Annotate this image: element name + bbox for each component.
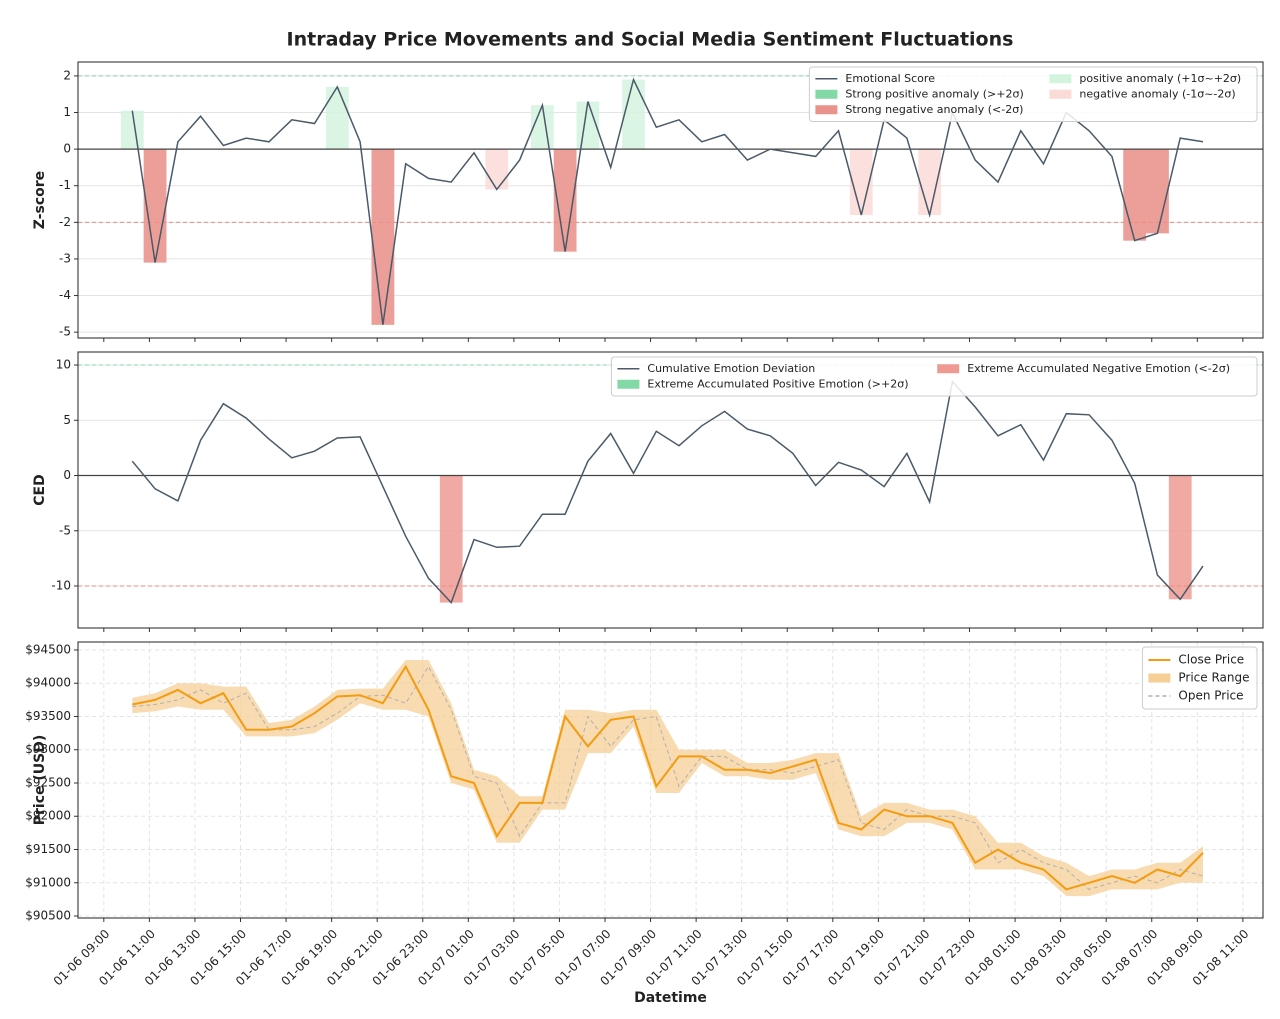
y-tick-label: $93500 (25, 709, 71, 723)
legend-box (610, 356, 1258, 397)
y-tick-label: 0 (63, 468, 71, 482)
legend-label: Cumulative Emotion Deviation (647, 362, 815, 375)
x-axis-label: Datetime (634, 990, 707, 1006)
legend-label: Close Price (1178, 653, 1244, 667)
close-line (132, 664, 1204, 891)
y-tick-label: 1 (63, 105, 71, 119)
legend-swatch (1148, 673, 1171, 683)
legend-label: Emotional Score (845, 72, 935, 85)
y-tick-label: -4 (59, 288, 71, 302)
line (131, 379, 1204, 605)
y-tick-label: -2 (59, 215, 71, 229)
open-line (132, 665, 1204, 890)
legend-label: Extreme Accumulated Positive Emotion (>+… (647, 377, 908, 390)
anomaly-fill (1123, 149, 1147, 241)
y-tick-label: -5 (59, 325, 71, 339)
anomaly-fill (1146, 149, 1169, 234)
y-axis-label: Z-score (32, 171, 48, 229)
legend-swatch (815, 105, 838, 115)
anomaly-fill (371, 149, 395, 325)
anomaly-fill (918, 149, 942, 216)
legend-box (808, 66, 1258, 122)
plot-frame (77, 641, 1264, 919)
y-tick-label: $94000 (25, 676, 71, 690)
anomaly-fill (485, 149, 509, 190)
legend-label: Price Range (1178, 671, 1249, 685)
y-tick-label: $90500 (25, 909, 71, 923)
y-tick-label: $92500 (25, 775, 71, 789)
anomaly-fill (553, 149, 577, 252)
plot-frame (77, 61, 1264, 339)
legend-label: Open Price (1178, 689, 1243, 703)
y-tick-label: $93000 (25, 742, 71, 756)
y-tick-label: -3 (59, 251, 71, 265)
chart-title: Intraday Price Movements and Social Medi… (287, 29, 1014, 51)
legend-label: negative anomaly (-1σ~-2σ) (1079, 87, 1235, 100)
legend-label: Strong positive anomaly (>+2σ) (845, 87, 1023, 100)
anomaly-fill (530, 105, 554, 150)
y-tick-label: -1 (59, 178, 71, 192)
anomaly-fill (849, 149, 873, 216)
line (131, 77, 1204, 325)
legend-swatch (1049, 74, 1072, 84)
y-tick-label: -5 (59, 523, 71, 537)
y-axis-label: CED (32, 474, 48, 505)
legend-swatch (1049, 89, 1072, 99)
legend-swatch (937, 364, 960, 374)
y-tick-label: 2 (63, 68, 71, 82)
y-tick-label: -10 (51, 579, 71, 593)
y-tick-label: $94500 (25, 642, 71, 656)
anomaly-fill (439, 475, 463, 603)
anomaly-fill (325, 86, 349, 150)
anomaly-fill (1168, 475, 1192, 600)
y-tick-label: 5 (63, 413, 71, 427)
y-tick-label: $91500 (25, 842, 71, 856)
legend-swatch (617, 379, 640, 389)
legend-box (1141, 646, 1258, 710)
price-range (132, 660, 1203, 897)
legend-label: positive anomaly (+1σ~+2σ) (1079, 72, 1241, 85)
legend-label: Extreme Accumulated Negative Emotion (<-… (967, 362, 1230, 375)
y-tick-label: $91000 (25, 875, 71, 889)
anomaly-fill (120, 110, 144, 150)
plot-frame (77, 351, 1264, 629)
legend-label: Strong negative anomaly (<-2σ) (845, 103, 1023, 116)
legend-swatch (815, 89, 838, 99)
y-tick-label: 0 (63, 142, 71, 156)
y-axis-label: Price (USD) (32, 735, 48, 826)
y-tick-label: 10 (56, 358, 71, 372)
anomaly-fill (622, 79, 645, 150)
y-tick-label: $92000 (25, 809, 71, 823)
